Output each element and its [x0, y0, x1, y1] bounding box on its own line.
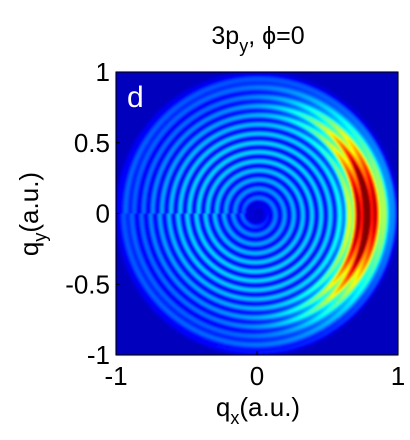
chart-title-sub: y: [239, 36, 248, 56]
x-tick-label: 0: [250, 361, 264, 391]
y-axis: 1 0.5 0 -0.5 -1: [65, 57, 120, 370]
y-axis-label-main: q: [14, 242, 44, 256]
x-axis-label-sub: x: [230, 408, 239, 428]
y-axis-label-rest: (a.u.): [14, 172, 44, 233]
y-tick-label: -1: [87, 340, 110, 370]
plot-area: d: [115, 71, 399, 356]
panel-label: d: [127, 81, 144, 114]
x-axis-label: qx(a.u.): [216, 392, 300, 428]
y-tick-label: 0: [96, 199, 110, 229]
x-tick-label: -1: [104, 361, 127, 391]
y-axis-label-sub: y: [30, 233, 50, 242]
y-tick-label: 1: [96, 57, 110, 87]
chart-title-main: 3p: [211, 22, 239, 50]
x-axis-label-main: q: [216, 392, 230, 422]
y-tick-label: 0.5: [74, 128, 110, 158]
x-tick-label: 1: [391, 361, 405, 391]
x-axis-label-rest: (a.u.): [239, 392, 300, 422]
y-tick-label: -0.5: [65, 269, 110, 299]
chart-title: 3py, ϕ=0: [211, 22, 304, 56]
chart-title-rest: , ϕ=0: [248, 22, 304, 50]
x-axis: -1 0 1: [104, 351, 405, 391]
heatmap-image: [116, 72, 398, 355]
y-axis-label: qy(a.u.): [14, 172, 50, 256]
